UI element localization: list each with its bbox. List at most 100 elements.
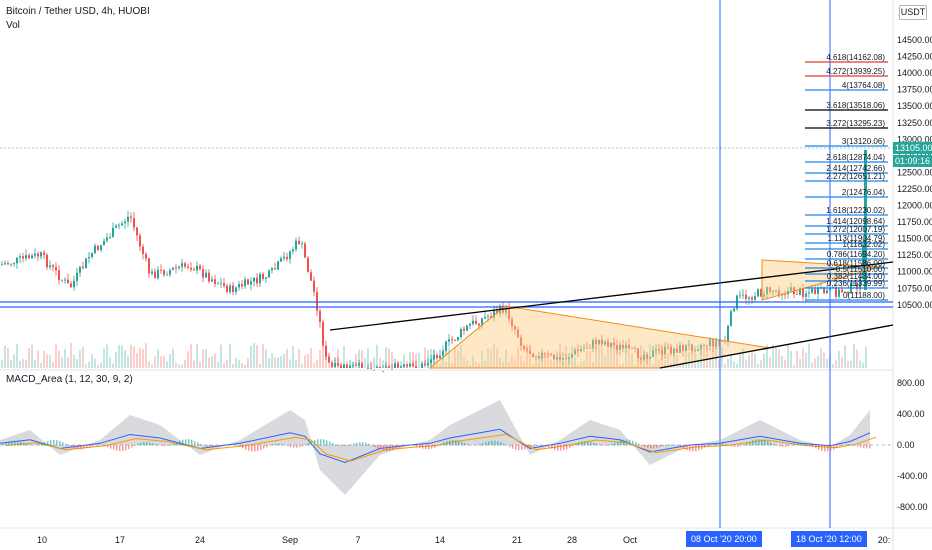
candle-body (367, 368, 369, 369)
macd-histogram-bar (329, 441, 331, 446)
candle-body (526, 349, 528, 351)
macd-histogram-bar (773, 443, 775, 446)
candle-body (304, 243, 306, 258)
volume-bar (364, 357, 366, 368)
candle-body (256, 277, 258, 284)
macd-histogram-bar (779, 445, 781, 447)
macd-histogram-bar (197, 442, 199, 446)
macd-histogram-bar (371, 445, 373, 446)
macd-histogram-bar (365, 442, 367, 446)
macd-histogram-bar (449, 440, 451, 446)
macd-indicator-label[interactable]: MACD_Area (1, 12, 30, 9, 2) (6, 374, 133, 385)
candle-body (583, 347, 585, 349)
candle-body (115, 225, 117, 228)
macd-histogram-bar (161, 445, 163, 447)
volume-bar (808, 343, 810, 368)
macd-histogram-bar (335, 444, 337, 446)
macd-histogram-bar (179, 440, 181, 446)
volume-bar (19, 360, 21, 368)
volume-bar (133, 346, 135, 368)
macd-histogram-bar (758, 439, 760, 446)
volume-bar (478, 363, 480, 368)
macd-histogram-bar (377, 445, 379, 449)
fib-level-label: 1(11832.02) (842, 240, 885, 249)
candle-body (562, 358, 564, 360)
volume-bar (25, 359, 27, 368)
time-axis-label: 28 (567, 535, 577, 545)
macd-histogram-bar (491, 440, 493, 446)
candle-body (190, 267, 192, 270)
candle-body (427, 363, 429, 366)
macd-histogram-bar (476, 444, 478, 446)
candle-body (262, 273, 264, 279)
volume-bar (52, 362, 54, 368)
time-axis[interactable]: 101724Sep7142128Oct220: (37, 535, 890, 545)
macd-histogram-bar (419, 445, 421, 448)
macd-histogram-bar (107, 445, 109, 448)
candle-body (535, 356, 537, 358)
macd-histogram-bar (623, 439, 625, 446)
volume-bar (322, 347, 324, 368)
volume-bar (295, 360, 297, 368)
macd-histogram-bar (440, 444, 442, 446)
volume-bar (733, 361, 735, 368)
macd-histogram-bar (776, 445, 778, 446)
volume-indicator-label[interactable]: Vol (6, 20, 20, 31)
macd-histogram-bar (47, 441, 49, 446)
volume-bar (679, 363, 681, 368)
candle-body (430, 359, 432, 364)
lower-trend-line[interactable] (659, 324, 894, 369)
macd-histogram-bar (71, 445, 73, 448)
macd-histogram-bar (5, 442, 7, 446)
candle-body (328, 356, 330, 363)
macd-histogram-bar (737, 445, 739, 447)
macd-histogram-bar (845, 444, 847, 446)
macd-axis-label: 800.00 (897, 378, 925, 388)
candle-body (91, 252, 93, 258)
volume-bar (436, 350, 438, 368)
macd-histogram-bar (686, 445, 688, 451)
volume-bar (850, 361, 852, 368)
macd-histogram-bar (140, 442, 142, 446)
macd-histogram-bar (452, 439, 454, 446)
candle-body (841, 289, 843, 293)
candle-body (334, 363, 336, 367)
fib-level-label: 2.414(12742.66) (826, 164, 885, 173)
upper-trend-line[interactable] (329, 261, 894, 331)
macd-histogram-bar (575, 444, 577, 446)
volume-bar (154, 356, 156, 368)
volume-bar (586, 351, 588, 368)
candle-body (457, 337, 459, 341)
candle-body (394, 363, 396, 368)
macd-axis[interactable]: 800.00 400.00 0.00 -400.00 -800.00 (897, 378, 928, 512)
volume-bar (847, 360, 849, 368)
time-axis-label: 20: (878, 535, 891, 545)
macd-histogram-bar (125, 445, 127, 451)
symbol-title[interactable]: Bitcoin / Tether USD, 4h, HUOBI (6, 6, 150, 17)
volume-bar (628, 345, 630, 368)
volume-bar (97, 364, 99, 368)
macd-histogram-bar (770, 442, 772, 446)
candle-body (217, 283, 219, 285)
candle-body (733, 308, 735, 312)
candle-body (538, 356, 540, 359)
macd-histogram-bar (479, 444, 481, 446)
volume-bar (835, 360, 837, 368)
volume-bar (466, 361, 468, 368)
macd-histogram-bar (11, 440, 13, 446)
volume-bar (184, 359, 186, 368)
volume-bar (286, 348, 288, 368)
descending-triangle-pattern[interactable] (428, 305, 771, 369)
volume-bar (784, 359, 786, 368)
macd-histogram-bar (215, 445, 217, 448)
volume-bar (742, 348, 744, 368)
candle-body (646, 354, 648, 359)
candle-body (172, 267, 174, 270)
price-axis-label: 12000.00 (897, 201, 932, 211)
volume-bar (10, 359, 12, 368)
macd-histogram-bar (803, 443, 805, 446)
currency-button[interactable]: USDT (899, 5, 927, 20)
fibonacci-extension[interactable]: 4.618(14162.08) 4.272(13939.25) 4(13764.08… (805, 53, 888, 301)
consolidation-triangle-pattern[interactable] (761, 259, 881, 301)
